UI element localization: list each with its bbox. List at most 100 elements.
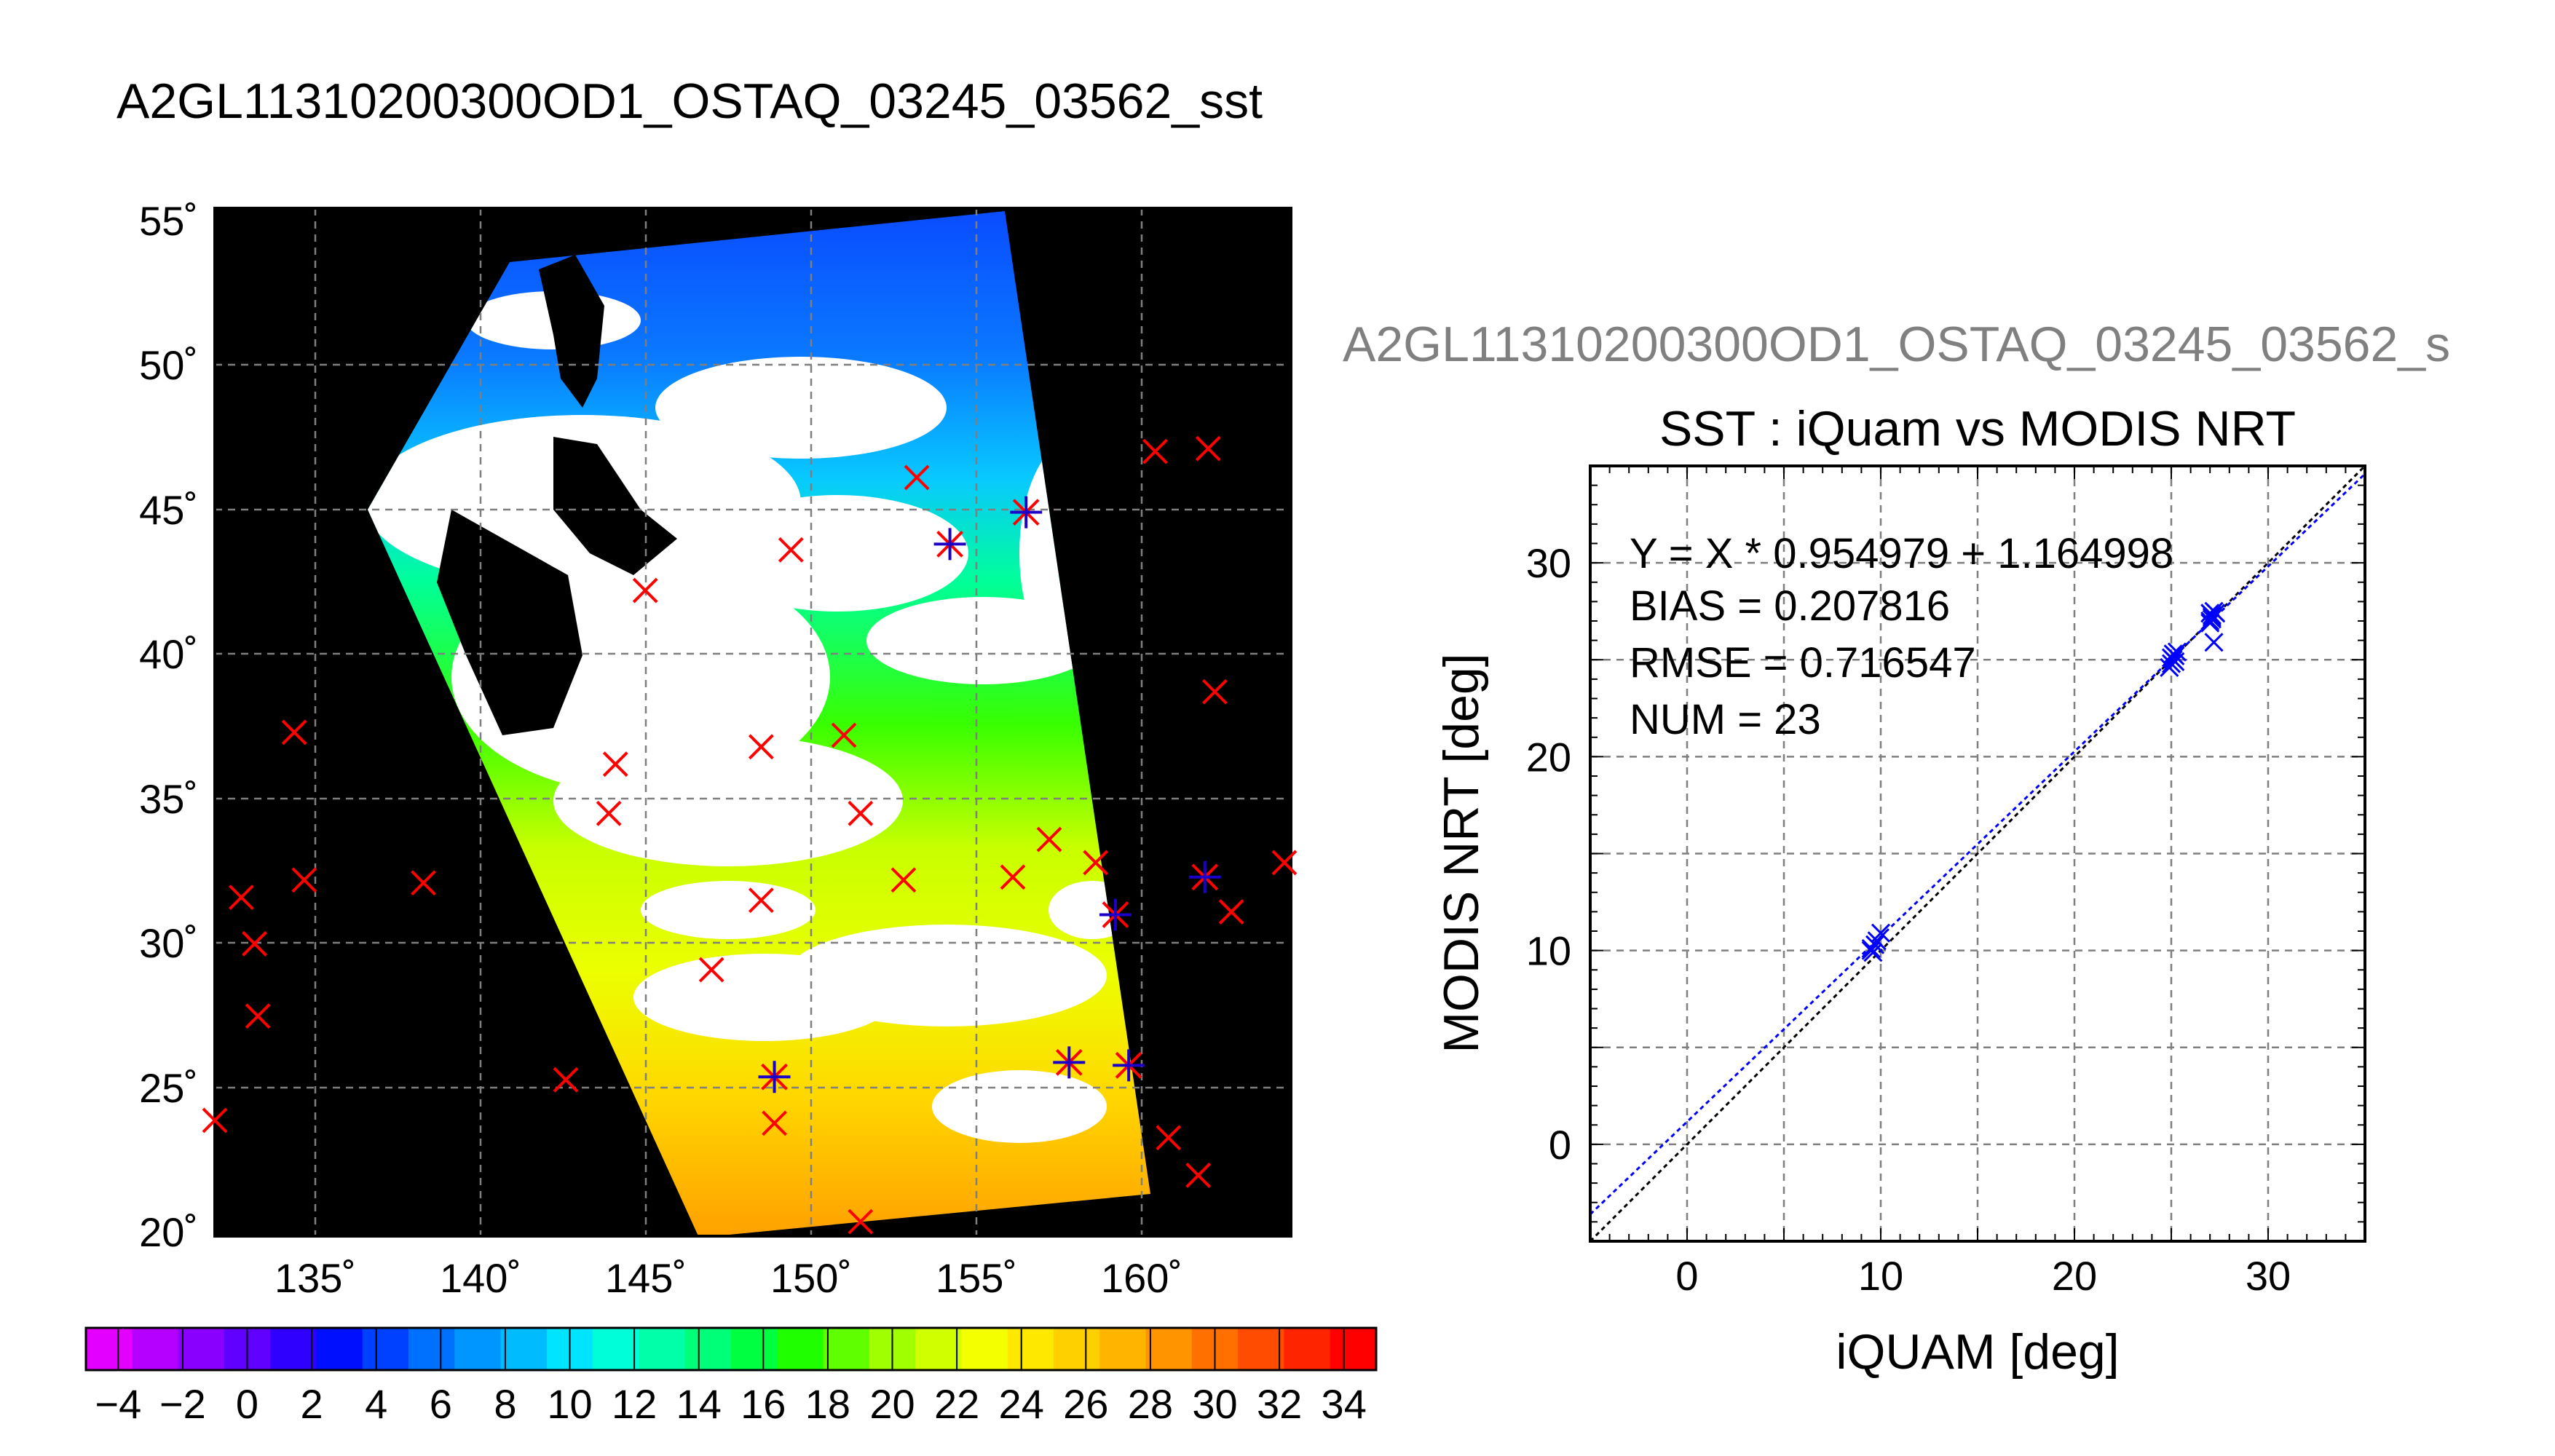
scatter-ticks (1590, 465, 2366, 1242)
buoy-marker (291, 867, 317, 893)
colorbar-cell (1238, 1328, 1284, 1370)
scatter-xtick-label: 0 (1675, 1253, 1698, 1299)
colorbar-cell (1330, 1328, 1377, 1370)
colorbar-cell (593, 1328, 639, 1370)
lon-label-140: 140˚ (440, 1255, 521, 1301)
lon-label-135: 135˚ (275, 1255, 356, 1301)
colorbar-cell (961, 1328, 1008, 1370)
buoy-marker (848, 1208, 874, 1235)
matchup-marker (1113, 1049, 1145, 1082)
lon-label-145: 145˚ (605, 1255, 687, 1301)
stat-rmse: RMSE = 0.716547 (1630, 639, 1976, 687)
scatter-point (2202, 609, 2222, 629)
colorbar-cell (178, 1328, 225, 1370)
buoy-marker (1036, 826, 1062, 852)
scatter-point (2200, 613, 2220, 633)
buoy-marker (778, 537, 804, 563)
buoy-marker (748, 734, 774, 760)
map-frame (213, 207, 1292, 1238)
scatter-xlabel: iQUAM [deg] (1836, 1324, 2119, 1380)
colorbar-label: 22 (934, 1381, 979, 1427)
scatter-grid (1590, 466, 2365, 1241)
buoy-marker (602, 751, 628, 778)
lat-label-40: 40˚ (139, 631, 198, 677)
colorbar-cell (454, 1328, 502, 1370)
scatter-point (2163, 644, 2183, 664)
colorbar-label: 28 (1128, 1381, 1173, 1427)
scatter-point (2204, 633, 2224, 652)
lon-label-155: 155˚ (936, 1255, 1017, 1301)
colorbar-cell (500, 1328, 548, 1370)
buoy-marker (762, 1110, 787, 1136)
colorbar-cell (86, 1328, 133, 1370)
matchup-marker (1053, 1046, 1086, 1079)
colorbar-label: −2 (159, 1381, 206, 1427)
scatter-point (2200, 604, 2220, 623)
buoy-marker (245, 1003, 271, 1029)
buoy-marker (1185, 1163, 1212, 1188)
map-lon-labels: 135˚ 140˚ 145˚ 150˚ 155˚ 160˚ (275, 1255, 1182, 1301)
map-lat-labels: 55˚ 50˚ 45˚ 40˚ 35˚ 30˚ 25˚ 20˚ (139, 198, 198, 1255)
colorbar-cell (316, 1328, 363, 1370)
buoy-marker (632, 577, 658, 604)
colorbar-cell (1099, 1328, 1147, 1370)
scatter-ytick-label: 10 (1526, 928, 1571, 974)
colorbar-label: 32 (1257, 1381, 1302, 1427)
fit-line (1590, 472, 2365, 1216)
colorbar: −4 −2 0 2 4 6 8 10 12 14 16 18 20 22 24 26 28 30 32 34 (84, 1326, 1378, 1427)
colorbar-cell (1007, 1328, 1054, 1370)
scatter-ytick-label: 20 (1526, 734, 1571, 780)
lat-label-25: 25˚ (139, 1065, 198, 1111)
buoy-marker (1000, 864, 1026, 890)
buoy-marker (904, 464, 930, 491)
buoy-marker (281, 719, 307, 745)
colorbar-label: 20 (869, 1381, 915, 1427)
buoy-marker (831, 722, 857, 748)
buoy-marker (553, 1067, 579, 1093)
colorbar-label: 10 (547, 1381, 592, 1427)
scatter-panel: A2GL11310200300OD1_OSTAQ_03245_03562_s S… (1343, 317, 2450, 1380)
colorbar-label: 0 (236, 1381, 258, 1427)
scatter-point (2165, 652, 2185, 671)
matchup-marker (1188, 860, 1221, 893)
buoy-marker (228, 885, 254, 911)
lon-label-150: 150˚ (770, 1255, 852, 1301)
colorbar-cells (86, 1328, 1377, 1370)
scatter-points (1861, 601, 2226, 962)
colorbar-label: 4 (365, 1381, 387, 1427)
map-markers (202, 435, 1298, 1235)
colorbar-cell (684, 1328, 732, 1370)
scatter-subtitle: A2GL11310200300OD1_OSTAQ_03245_03562_s (1343, 317, 2450, 372)
scatter-xtick-label: 20 (2052, 1253, 2097, 1299)
buoy-marker (242, 930, 267, 957)
scatter-lines (1590, 466, 2365, 1241)
scatter-xtick-label: 10 (1858, 1253, 1903, 1299)
scatter-stats: Y = X * 0.954979 + 1.164998 BIAS = 0.207… (1630, 530, 2173, 743)
matchup-marker (933, 528, 966, 561)
buoy-marker (1201, 678, 1228, 705)
colorbar-label: 26 (1063, 1381, 1108, 1427)
colorbar-label: 8 (494, 1381, 516, 1427)
buoy-marker (202, 1107, 228, 1133)
colorbar-cell (823, 1328, 870, 1370)
stat-bias: BIAS = 0.207816 (1630, 582, 1950, 630)
scatter-ytick-label: 0 (1549, 1122, 1571, 1168)
colorbar-cell (915, 1328, 962, 1370)
colorbar-labels: −4 −2 0 2 4 6 8 10 12 14 16 18 20 22 24 26 28 30 32 34 (95, 1328, 1367, 1427)
lat-label-20: 20˚ (139, 1209, 198, 1255)
colorbar-cell (132, 1328, 179, 1370)
scatter-ylabel: MODIS NRT [deg] (1434, 653, 1489, 1053)
colorbar-cell (270, 1328, 317, 1370)
scatter-xtick-label: 30 (2246, 1253, 2291, 1299)
scatter-ytick-label: 30 (1526, 540, 1571, 586)
scatter-point (1861, 938, 1881, 959)
matchup-marker (1099, 898, 1132, 931)
stat-num: NUM = 23 (1630, 696, 1821, 743)
buoy-marker (848, 800, 874, 826)
lon-label-160: 160˚ (1101, 1255, 1182, 1301)
lat-label-50: 50˚ (139, 342, 198, 388)
scatter-title: SST : iQuam vs MODIS NRT (1659, 401, 2296, 456)
colorbar-label: 2 (301, 1381, 323, 1427)
buoy-marker (1218, 899, 1244, 925)
